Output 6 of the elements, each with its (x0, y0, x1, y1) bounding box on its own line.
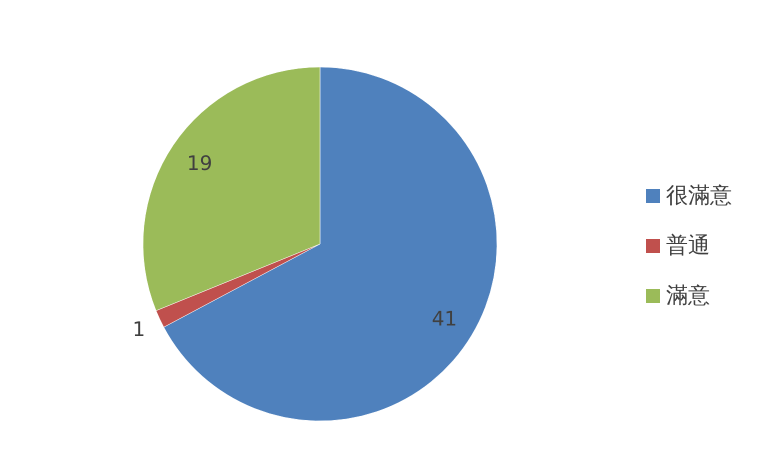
legend-label: 普通 (666, 234, 710, 258)
data-label: 19 (186, 150, 212, 175)
data-label: 1 (132, 316, 146, 341)
legend-label: 很滿意 (666, 184, 732, 208)
data-label: 41 (432, 306, 458, 331)
legend-label: 滿意 (666, 284, 710, 308)
